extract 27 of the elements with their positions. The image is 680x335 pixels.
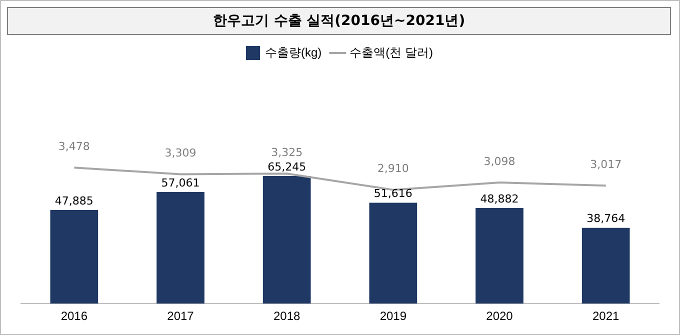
- x-tick-label: 2017: [167, 309, 194, 324]
- chart-title: 한우고기 수출 실적(2016년~2021년): [7, 7, 671, 35]
- data-label: 47,885: [54, 194, 94, 208]
- x-tick-label: 2018: [273, 309, 301, 324]
- data-label: 3,309: [164, 146, 196, 160]
- data-label: 57,061: [161, 176, 200, 190]
- data-label: 3,098: [484, 154, 516, 168]
- x-tick-label: 2020: [486, 309, 514, 324]
- data-label: 3,478: [58, 140, 90, 153]
- x-tick-label: 2021: [592, 309, 620, 324]
- bar: [476, 208, 524, 304]
- legend-label: 수출액(천 달러): [350, 45, 433, 60]
- bar: [369, 202, 418, 304]
- data-label: 2,910: [377, 162, 409, 176]
- data-label: 3,017: [590, 158, 622, 171]
- x-tick-label: 2019: [380, 309, 407, 324]
- legend-label: 수출량(kg): [265, 45, 322, 60]
- bar: [262, 176, 311, 304]
- data-label: 51,616: [374, 187, 412, 200]
- data-label: 48,882: [480, 192, 519, 206]
- x-tick-label: 2016: [60, 309, 88, 324]
- bar: [156, 192, 204, 304]
- bar: [50, 210, 98, 304]
- data-label: 38,764: [586, 212, 626, 226]
- data-label: 65,245: [268, 160, 306, 174]
- data-label: 3,325: [271, 146, 303, 159]
- bar: [582, 228, 630, 304]
